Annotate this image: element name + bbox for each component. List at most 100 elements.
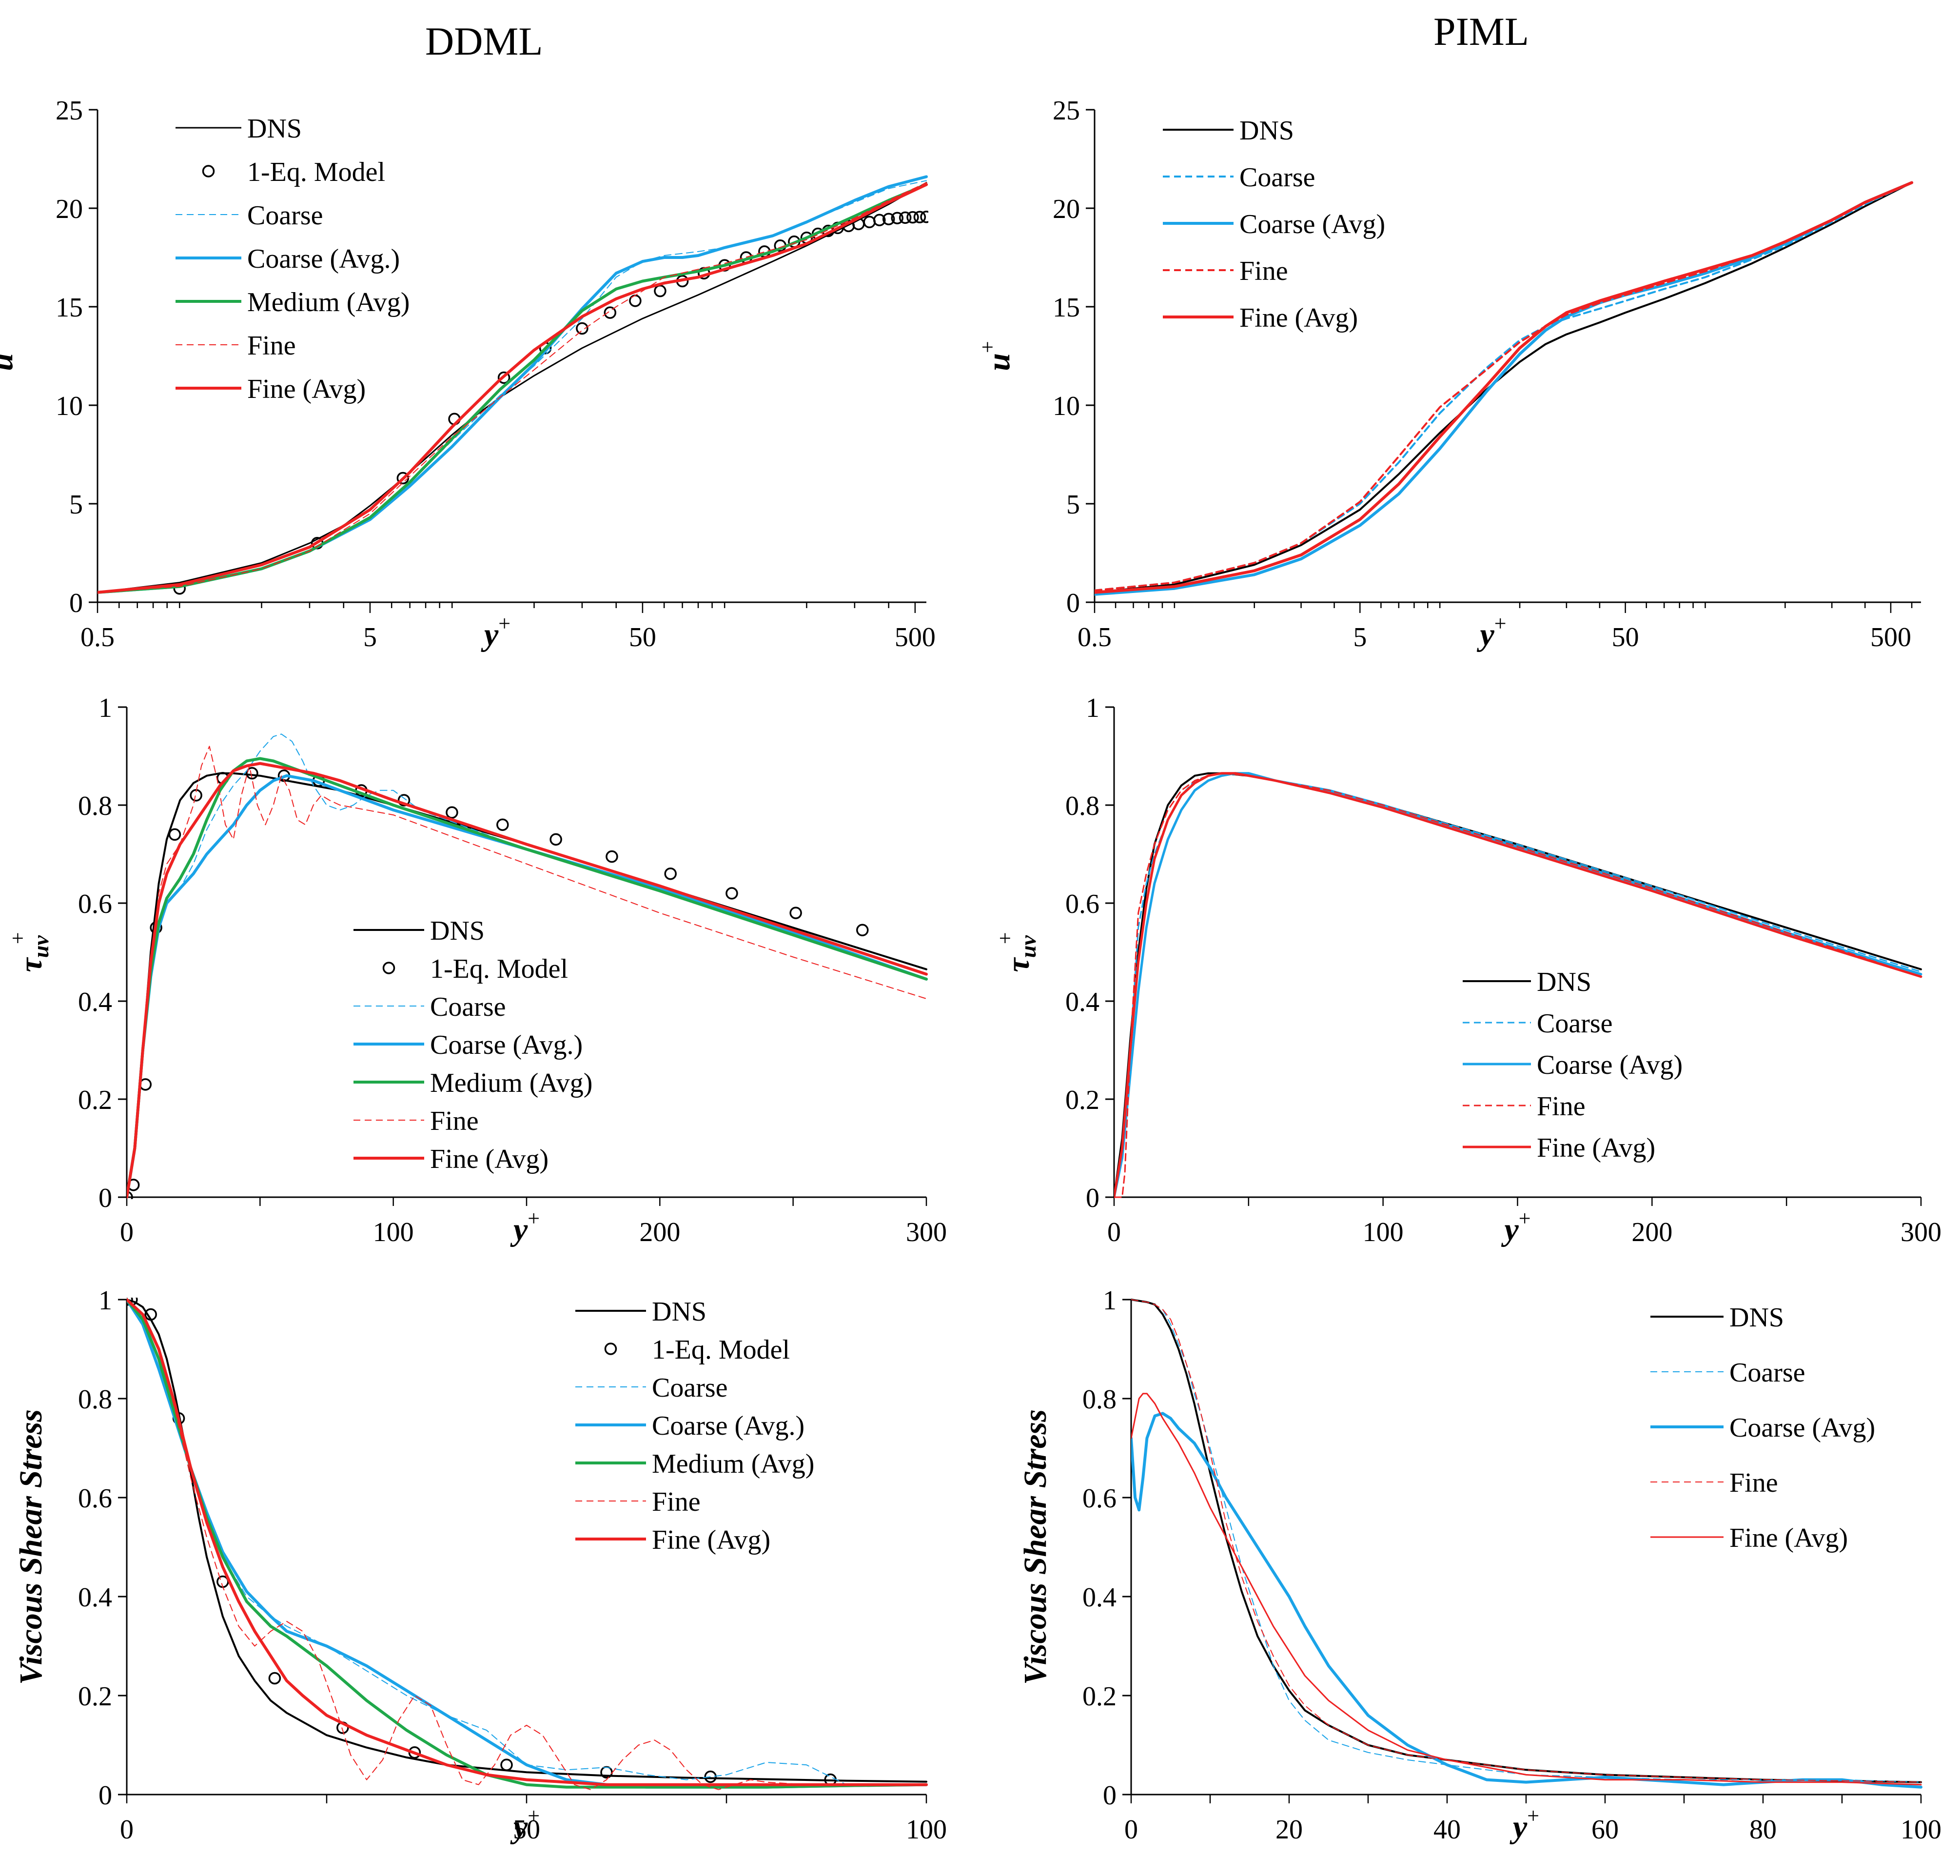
series-1-eq-model-marker <box>740 251 753 264</box>
series-1-eq-model-marker <box>500 1758 513 1771</box>
series-fine-line <box>1114 772 1922 1198</box>
x-tick-label: 100 <box>1901 1815 1941 1845</box>
series-coarse-avg-line <box>1131 1412 1922 1789</box>
series-coarse-avg-line <box>1095 181 1914 596</box>
series-1-eq-model-marker <box>150 921 162 934</box>
x-tick-label: 5 <box>363 622 377 652</box>
legend-label-dns: DNS <box>247 114 302 144</box>
series-1-eq-model-marker <box>246 767 258 780</box>
series-fine-avg-line <box>1114 772 1922 1199</box>
y-tick-label: 0.8 <box>78 791 112 821</box>
series-1-eq-model-marker <box>355 784 368 797</box>
series-1-eq-model-marker <box>629 295 642 307</box>
series-1-eq-model-marker <box>789 907 802 919</box>
legend-label-fine-avg: Fine (Avg) <box>1729 1523 1848 1553</box>
legend-label-dns: DNS <box>652 1297 706 1327</box>
series-fine-line <box>1131 1299 1921 1783</box>
legend-label-coarse-avg: Coarse (Avg) <box>1537 1050 1683 1080</box>
y-tick-label: 0.6 <box>1082 1483 1117 1514</box>
y-tick-label: 0.8 <box>1065 791 1099 821</box>
series-1-eq-model-marker <box>127 1191 133 1199</box>
legend-swatch-1-eq-model <box>202 165 215 178</box>
series-dns-line <box>127 772 927 1198</box>
legend-label-medium-avg: Medium (Avg) <box>247 287 410 317</box>
series-1-eq-model-marker <box>172 1412 185 1425</box>
series-1-eq-model-marker <box>127 1298 138 1306</box>
series-coarse-line <box>1131 1299 1921 1783</box>
legend-label-coarse: Coarse <box>652 1373 728 1403</box>
y-axis-label: τuv+ <box>6 932 53 972</box>
y-tick-label: 0.6 <box>78 1483 112 1514</box>
series-1-eq-model-marker <box>800 231 813 244</box>
y-tick-label: 0.2 <box>78 1681 112 1712</box>
series-1-eq-model-marker <box>873 214 886 226</box>
legend-label-dns: DNS <box>1537 967 1591 997</box>
x-axis-label: y+ <box>1501 1206 1530 1247</box>
series-1-eq-model-marker <box>396 472 410 485</box>
legend-label-coarse-avg: Coarse (Avg.) <box>247 244 400 274</box>
series-1-eq-model-marker <box>448 413 461 426</box>
legend-label-fine-avg: Fine (Avg) <box>247 374 366 404</box>
legend-label-fine-avg: Fine (Avg) <box>430 1144 549 1174</box>
series-coarse-line <box>1114 772 1922 1198</box>
x-tick-label: 0 <box>1107 1217 1121 1247</box>
series-1-eq-model-marker <box>604 306 617 319</box>
series-1-eq-model-marker <box>576 322 588 335</box>
legend-label-dns: DNS <box>1729 1303 1784 1333</box>
series-medium-avg-line <box>127 757 928 1199</box>
series-1-eq-model-marker <box>397 794 411 807</box>
y-tick-label: 0.8 <box>1082 1384 1117 1415</box>
x-tick-label: 50 <box>629 622 656 652</box>
series-1-eq-model-marker <box>906 211 919 224</box>
y-tick-label: 5 <box>1066 490 1080 520</box>
y-tick-label: 5 <box>69 490 83 520</box>
x-axis-label: y+ <box>1509 1804 1539 1845</box>
series-1-eq-model-marker <box>168 828 181 841</box>
y-tick-label: 0.2 <box>78 1085 112 1115</box>
series-1-eq-model-marker <box>920 211 928 223</box>
legend-label-coarse: Coarse <box>1537 1008 1613 1039</box>
y-axis-label: u+ <box>0 341 20 371</box>
legend-label-coarse: Coarse <box>1729 1358 1805 1388</box>
series-1-eq-model-marker <box>606 850 618 863</box>
series-1-eq-model-marker <box>127 1298 133 1306</box>
series-1-eq-model-marker <box>408 1746 421 1759</box>
y-tick-label: 10 <box>1053 391 1080 421</box>
series-1-eq-model-marker <box>216 1575 229 1588</box>
legend-label-fine: Fine <box>247 331 296 361</box>
x-tick-label: 0.5 <box>80 622 115 652</box>
legend-label-fine: Fine <box>430 1106 479 1136</box>
series-1-eq-model-marker <box>856 924 869 937</box>
y-axis-label: Viscous Shear Stress <box>13 1409 49 1685</box>
series-fine-line <box>127 1299 927 1790</box>
y-tick-label: 1 <box>1086 693 1099 723</box>
x-tick-label: 100 <box>906 1815 947 1845</box>
y-tick-label: 0.8 <box>78 1384 112 1415</box>
x-tick-label: 20 <box>1275 1815 1303 1845</box>
x-tick-label: 80 <box>1749 1815 1777 1845</box>
y-tick-label: 1 <box>98 1285 112 1316</box>
series-1-eq-model-marker <box>446 806 458 819</box>
x-axis-label: y+ <box>510 1804 540 1845</box>
legend-label-medium-avg: Medium (Avg) <box>430 1068 592 1098</box>
y-tick-label: 0.4 <box>1065 987 1099 1017</box>
legend-label-dns: DNS <box>1239 116 1294 146</box>
legend-label-1-eq-model: 1-Eq. Model <box>652 1335 790 1365</box>
legend-label-fine: Fine <box>652 1487 701 1517</box>
series-fine-line <box>98 182 927 593</box>
series-1-eq-model-marker <box>842 219 855 233</box>
series-1-eq-model-marker <box>863 216 876 229</box>
y-tick-label: 10 <box>56 391 83 421</box>
series-dns-line <box>1131 1299 1922 1783</box>
series-1-eq-model-marker <box>831 221 844 235</box>
x-tick-label: 200 <box>1631 1217 1672 1247</box>
series-1-eq-model-marker <box>539 342 552 355</box>
series-1-eq-model-marker <box>268 1672 281 1685</box>
series-fine-line <box>1095 181 1913 592</box>
piml-column-title: PIML <box>1433 9 1529 54</box>
y-tick-label: 0.4 <box>78 987 112 1017</box>
series-1-eq-model-marker <box>496 818 509 831</box>
legend-label-coarse: Coarse <box>430 992 506 1022</box>
series-fine-avg-line <box>1095 181 1914 594</box>
